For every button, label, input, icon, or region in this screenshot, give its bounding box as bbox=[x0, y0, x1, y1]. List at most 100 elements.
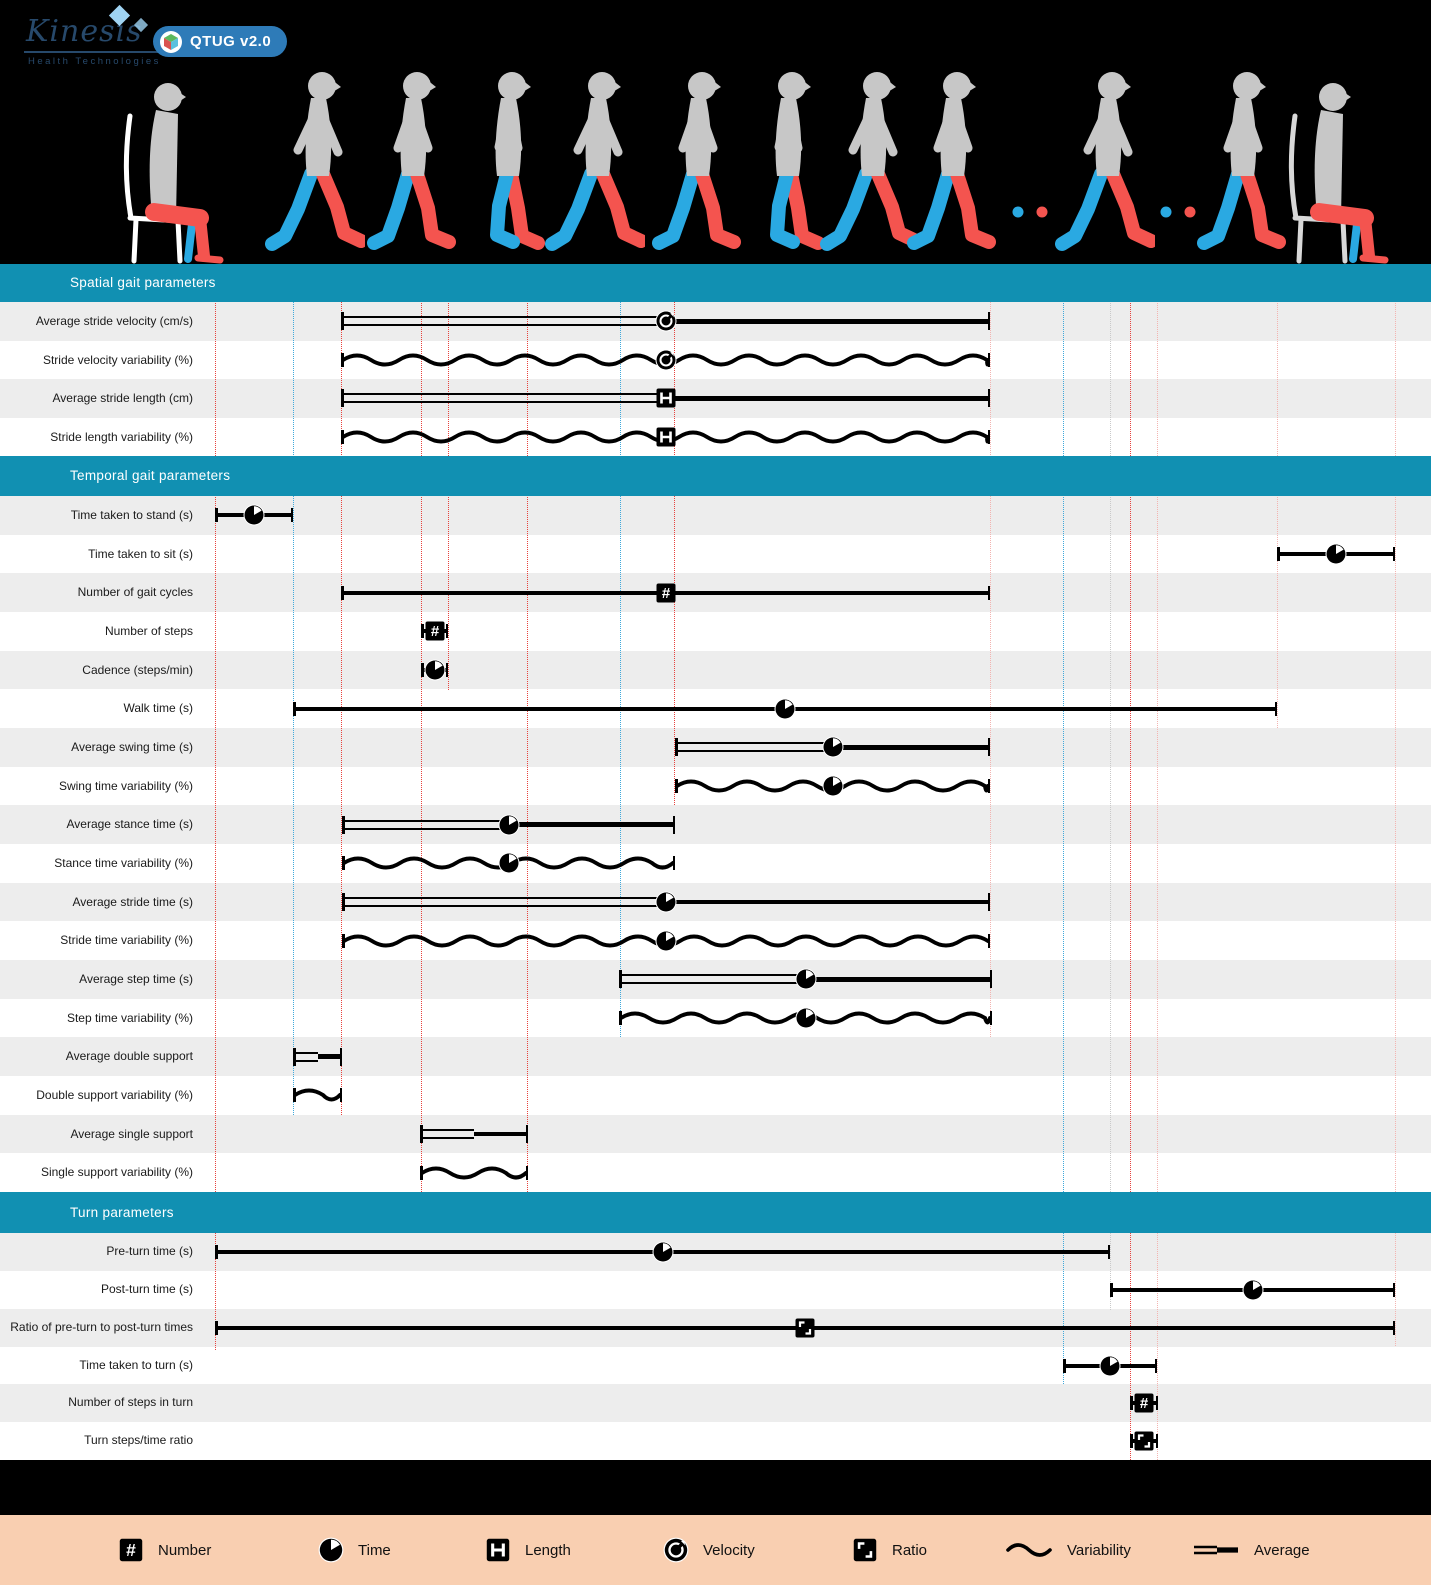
bar-cap-left bbox=[619, 970, 622, 989]
variability-wave-line bbox=[341, 430, 990, 444]
velocity-icon bbox=[663, 1537, 689, 1563]
row-label-time-taken-to-sit-s: Time taken to sit (s) bbox=[88, 546, 193, 561]
param-bar-stride-length-variability bbox=[341, 426, 990, 448]
row-label-cadence-steps-min: Cadence (steps/min) bbox=[82, 662, 193, 677]
average-double-line bbox=[295, 1051, 318, 1062]
row-label-stance-time-variability: Stance time variability (%) bbox=[54, 856, 193, 871]
legend: # Number Time Length Velocity Ratio Variabilit… bbox=[0, 1515, 1431, 1585]
svg-text:#: # bbox=[661, 585, 670, 602]
guide-line-x1395 bbox=[1395, 264, 1396, 1346]
param-bar-number-of-steps: # bbox=[421, 620, 448, 642]
bar-cap-right bbox=[989, 1011, 992, 1026]
bar-cap-right bbox=[339, 1047, 342, 1066]
length-icon bbox=[655, 387, 677, 409]
velocity-icon bbox=[655, 310, 677, 332]
kinesis-logo: Kinesis Health Technologies bbox=[24, 4, 173, 67]
bar-cap-right bbox=[1392, 1320, 1395, 1335]
walking-person-figure bbox=[1204, 72, 1279, 243]
average-double-line bbox=[344, 897, 666, 908]
average-double-line bbox=[344, 819, 509, 830]
param-bar-stride-time-variability bbox=[342, 930, 990, 952]
param-bar-time-taken-to-turn-s bbox=[1063, 1355, 1157, 1377]
average-double-line bbox=[422, 1129, 474, 1140]
param-bar-number-of-steps-in-turn: # bbox=[1130, 1392, 1158, 1414]
qtug-version-badge: QTUG v2.0 bbox=[153, 26, 288, 57]
legend-label: Length bbox=[525, 1541, 571, 1559]
red-dot bbox=[1036, 206, 1048, 218]
bar-cap-right bbox=[987, 429, 990, 444]
average-double-line bbox=[343, 393, 666, 404]
guide-line-x1277 bbox=[1277, 264, 1278, 728]
row-label-swing-time-variability: Swing time variability (%) bbox=[58, 778, 193, 793]
row-label-single-support-variability: Single support variability (%) bbox=[40, 1165, 193, 1180]
row-label-number-of-steps: Number of steps bbox=[104, 624, 193, 638]
bar-cap-right bbox=[1155, 1396, 1158, 1411]
section-title: Spatial gait parameters bbox=[70, 275, 216, 290]
badge-label: QTUG v2.0 bbox=[190, 33, 272, 50]
bar-cap-right bbox=[987, 738, 990, 757]
number-icon: # bbox=[655, 582, 677, 604]
bar-cap-left bbox=[421, 663, 424, 677]
bar-cap-right bbox=[1392, 1282, 1395, 1297]
number-icon: # bbox=[118, 1537, 144, 1563]
bar-cap-right bbox=[672, 815, 675, 834]
ratio-icon bbox=[794, 1317, 816, 1339]
bar-cap-left bbox=[675, 738, 678, 757]
kinesis-logo-text: Kinesis bbox=[24, 14, 173, 53]
average-solid-line bbox=[317, 1054, 340, 1059]
average-icon bbox=[1192, 1541, 1240, 1559]
bar-cap-left bbox=[293, 1047, 296, 1066]
average-solid-line bbox=[666, 899, 988, 905]
row-label-post-turn-time-s: Post-turn time (s) bbox=[100, 1281, 193, 1296]
number-icon: # bbox=[424, 620, 446, 642]
time-icon bbox=[1325, 543, 1347, 565]
legend-label: Ratio bbox=[892, 1541, 928, 1559]
average-double-line bbox=[677, 742, 833, 753]
row-label-average-double-support: Average double support bbox=[65, 1049, 193, 1064]
row-number-of-steps-in-turn bbox=[0, 1384, 1431, 1423]
row-average-single-support bbox=[0, 1114, 1431, 1154]
bar-cap-left bbox=[342, 933, 345, 948]
bar-cap-right bbox=[987, 312, 990, 331]
seated-person-figure bbox=[126, 83, 220, 261]
walking-person-figure bbox=[914, 72, 989, 243]
bar-cap-left bbox=[341, 312, 344, 331]
average-solid-line bbox=[474, 1131, 526, 1137]
row-label-pre-turn-time-s: Pre-turn time (s) bbox=[106, 1244, 193, 1259]
bar-cap-right bbox=[525, 1125, 528, 1144]
time-icon bbox=[498, 852, 520, 874]
bar-cap-right bbox=[525, 1165, 528, 1180]
legend-item-time: Time bbox=[318, 1537, 391, 1563]
row-label-average-swing-time-s: Average swing time (s) bbox=[71, 740, 193, 755]
legend-label: Average bbox=[1254, 1541, 1310, 1559]
param-bar-pre-turn-time-s bbox=[215, 1241, 1110, 1263]
param-bar-average-stance-time-s bbox=[342, 814, 675, 836]
row-turn-steps-time-ratio bbox=[0, 1422, 1431, 1460]
walking-person-figure bbox=[776, 72, 818, 243]
legend-item-number: # Number bbox=[118, 1537, 211, 1563]
bar-cap-left bbox=[1110, 1282, 1113, 1297]
row-average-stance-time-s bbox=[0, 805, 1431, 845]
footer-black-bar bbox=[0, 1460, 1431, 1515]
legend-label: Variability bbox=[1067, 1541, 1131, 1559]
bar-cap-left bbox=[215, 1320, 218, 1335]
time-icon bbox=[774, 698, 796, 720]
average-solid-line bbox=[665, 319, 988, 324]
svg-text:#: # bbox=[1140, 1395, 1149, 1412]
figure-band: Kinesis Health Technologies QTUG v2.0 bbox=[0, 0, 1431, 264]
bar-cap-right bbox=[987, 779, 990, 794]
bar-cap-right bbox=[987, 389, 990, 408]
bar-cap-right bbox=[672, 856, 675, 871]
row-label-double-support-variability: Double support variability (%) bbox=[36, 1088, 193, 1103]
bar-cap-left bbox=[215, 1244, 218, 1259]
param-bar-average-step-time-s bbox=[619, 968, 992, 990]
bar-cap-left bbox=[342, 815, 345, 834]
time-icon bbox=[655, 891, 677, 913]
bar-cap-left bbox=[420, 1165, 423, 1180]
bar-cap-left bbox=[215, 508, 218, 523]
row-label-ratio-of-pre-turn-to-post-turn-times: Ratio of pre-turn to post-turn times bbox=[10, 1319, 193, 1334]
time-icon bbox=[1099, 1355, 1121, 1377]
variability-wave-line bbox=[619, 1011, 992, 1025]
bar-cap-right bbox=[987, 933, 990, 948]
gait-figures-illustration bbox=[0, 0, 1431, 264]
